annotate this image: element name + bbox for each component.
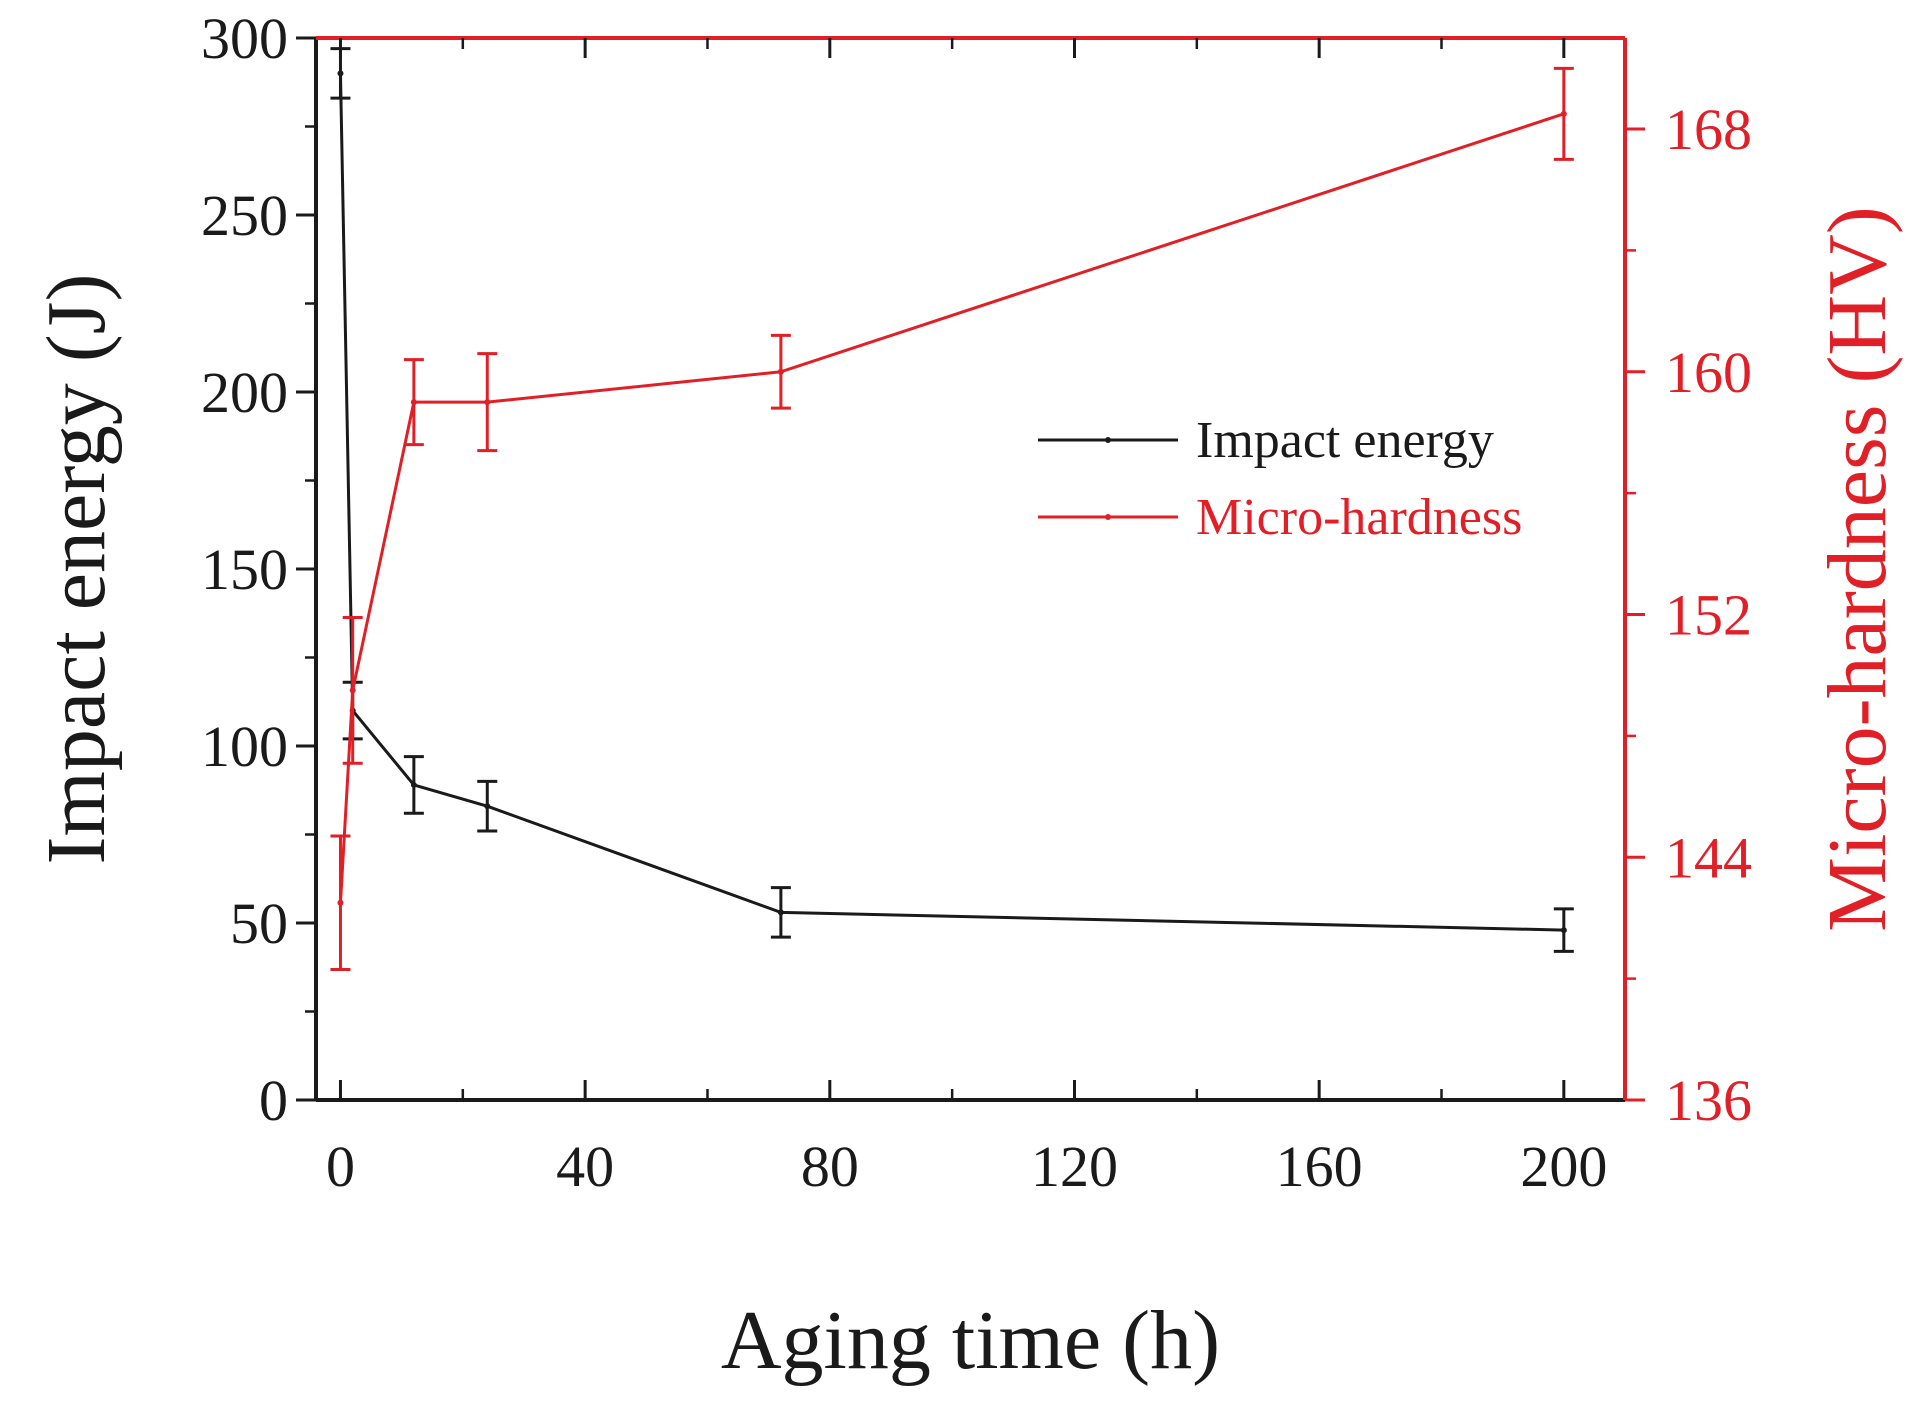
y-left-tick-label: 300	[201, 6, 288, 71]
impact-energy-point	[403, 755, 424, 815]
micro-hardness-point	[403, 358, 424, 447]
y-right-tick-label: 136	[1665, 1068, 1752, 1133]
x-tick-label: 160	[1276, 1134, 1363, 1199]
y-left-tick-label: 0	[259, 1068, 288, 1133]
micro-hardness-line	[338, 112, 1565, 903]
data-point	[1560, 927, 1567, 934]
legend-marker	[1105, 437, 1111, 443]
data-point	[777, 909, 784, 916]
y-left-tick-label: 250	[201, 183, 288, 248]
y-left-tick-label: 50	[230, 891, 288, 956]
y-right-tick-label: 168	[1665, 97, 1752, 162]
micro-hardness-point	[770, 333, 791, 410]
data-point	[484, 399, 491, 406]
y-left-tick-label: 200	[201, 360, 288, 425]
impact-energy-point	[1553, 907, 1574, 953]
legend-marker	[1105, 514, 1111, 520]
y-right-tick-label: 152	[1665, 583, 1752, 648]
legend-hardness-label: Micro-hardness	[1196, 489, 1522, 546]
labels-layer: 0 40 80 120 160 200 0 50 100 150 200 250 300 136 144 15…	[30, 6, 1904, 1387]
impact-energy-line	[338, 73, 1564, 932]
x-tick-label: 40	[556, 1134, 614, 1199]
data-point	[410, 781, 417, 788]
axes-layer	[296, 36, 1645, 1102]
data-point	[1560, 110, 1567, 117]
y-axis-left-title: Impact energy (J)	[30, 274, 123, 865]
legend: Impact energy Micro-hardness	[1038, 412, 1522, 546]
x-tick-label: 0	[326, 1134, 355, 1199]
data-point	[410, 399, 417, 406]
impact-energy-point	[477, 779, 498, 833]
series-layer	[330, 47, 1574, 972]
micro-hardness-point	[1553, 66, 1574, 161]
y-axis-right-title: Micro-hardness (HV)	[1811, 206, 1904, 931]
data-point	[484, 803, 491, 810]
y-left-tick-label: 150	[201, 537, 288, 602]
y-left-tick-label: 100	[201, 714, 288, 779]
x-tick-label: 200	[1520, 1134, 1607, 1199]
x-tick-label: 80	[801, 1134, 859, 1199]
x-tick-label: 120	[1031, 1134, 1118, 1199]
data-point	[337, 70, 344, 77]
micro-hardness-point	[342, 616, 363, 765]
legend-impact-label: Impact energy	[1196, 412, 1494, 469]
micro-hardness-point	[477, 352, 498, 453]
data-point	[777, 368, 784, 375]
x-axis-title: Aging time (h)	[721, 1294, 1220, 1387]
data-point	[337, 899, 344, 906]
data-point	[349, 687, 356, 694]
y-right-tick-label: 144	[1665, 825, 1752, 890]
micro-hardness-point	[330, 834, 351, 972]
impact-energy-point	[770, 886, 791, 939]
y-right-tick-label: 160	[1665, 340, 1752, 405]
